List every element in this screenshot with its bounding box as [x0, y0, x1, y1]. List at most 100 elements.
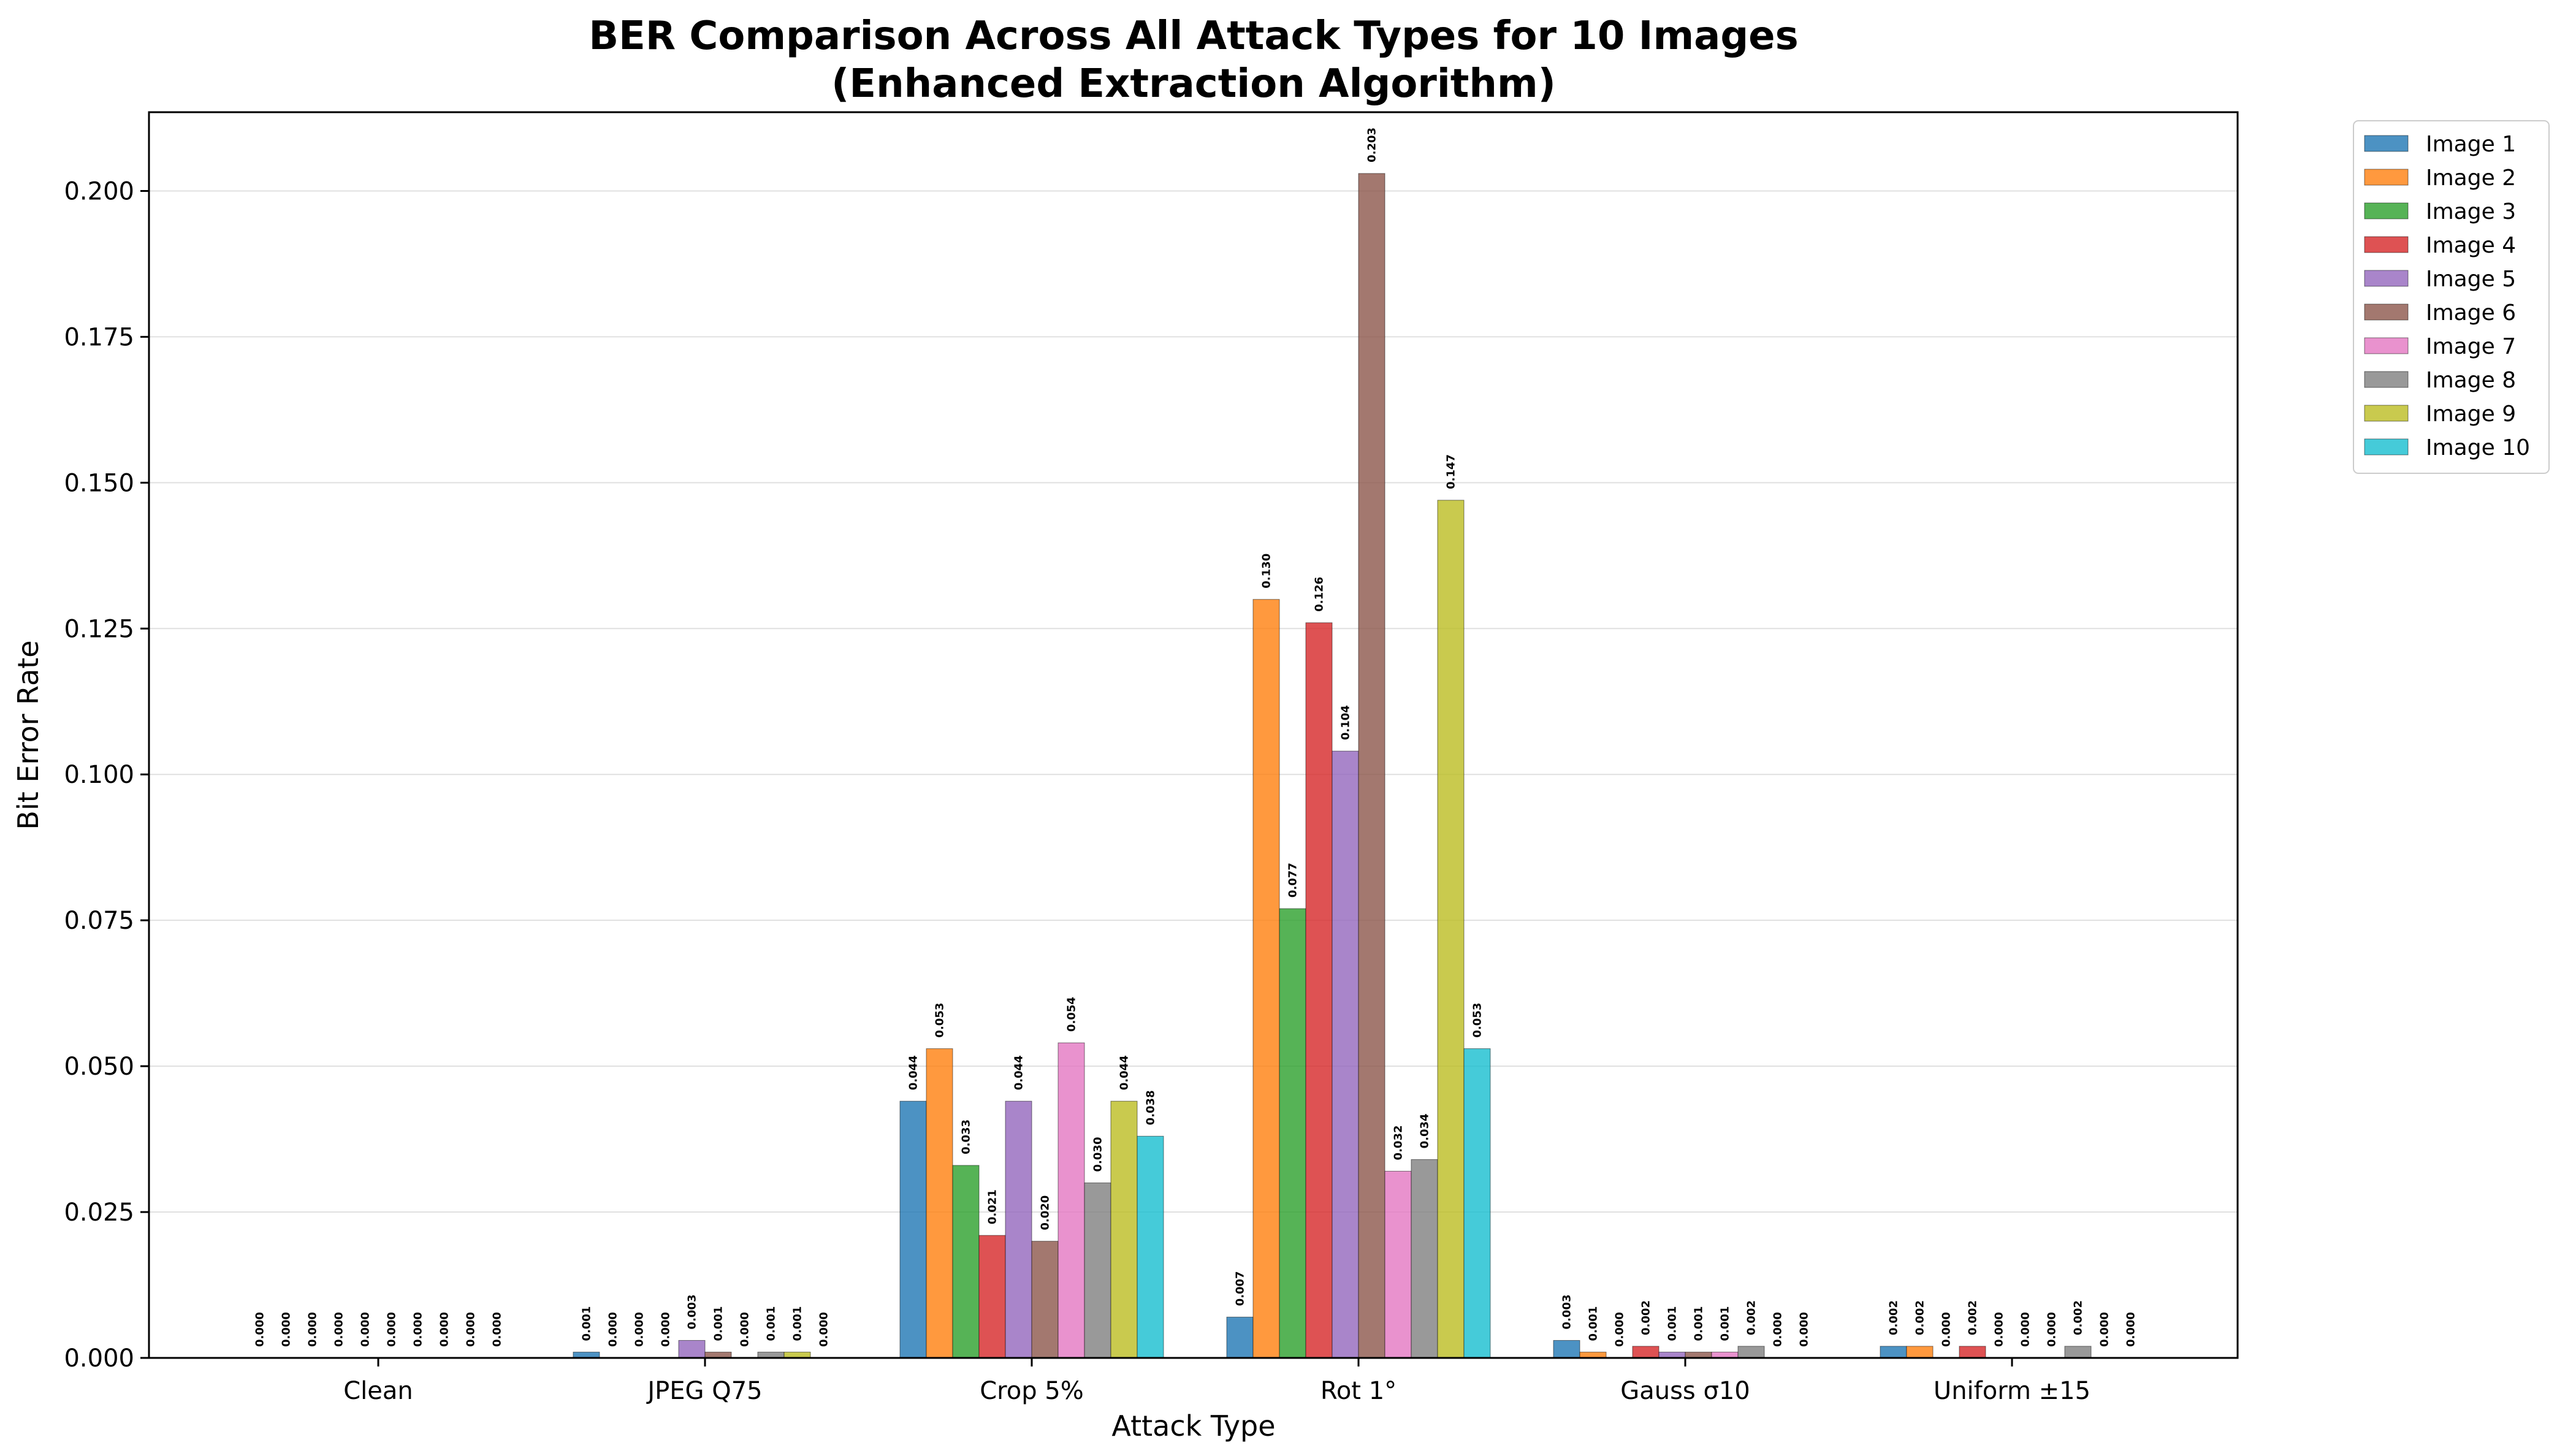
bar: [1880, 1346, 1907, 1359]
bar-value-label: 0.034: [1419, 1113, 1431, 1148]
y-tick-label: 0.175: [64, 323, 134, 351]
legend-label: Image 3: [2426, 199, 2516, 224]
bar-value-label: 0.104: [1339, 705, 1352, 740]
bar-value-label: 0.000: [307, 1312, 319, 1347]
bar: [1005, 1100, 1032, 1359]
bar-value-label: 0.000: [2046, 1312, 2059, 1347]
bar-value-label: 0.000: [739, 1312, 752, 1347]
legend-label: Image 4: [2426, 233, 2516, 258]
bar-value-label: 0.000: [386, 1312, 398, 1347]
x-axis-label: Attack Type: [1111, 1409, 1275, 1443]
bar-value-label: 0.054: [1065, 997, 1078, 1032]
legend-label: Image 9: [2426, 402, 2516, 427]
bar: [1906, 1346, 1934, 1359]
legend-label: Image 6: [2426, 300, 2516, 326]
bar-value-label: 0.000: [660, 1312, 673, 1347]
bar-value-label: 0.077: [1287, 863, 1300, 898]
bar: [1463, 1048, 1491, 1359]
bar-value-label: 0.000: [438, 1312, 451, 1347]
legend-label: Image 8: [2426, 368, 2516, 393]
gridlines: [149, 190, 2238, 1359]
bar-value-label: 0.000: [607, 1312, 620, 1347]
bar: [2064, 1346, 2092, 1359]
y-tick-label: 0.125: [64, 615, 134, 643]
bar-value-label: 0.000: [633, 1312, 646, 1347]
bar-value-label: 0.001: [1666, 1306, 1679, 1341]
bar: [926, 1048, 953, 1359]
legend-swatch: [2364, 135, 2409, 152]
bar-value-label: 0.000: [1798, 1312, 1811, 1347]
legend-swatch: [2364, 303, 2409, 321]
x-tick-label: Clean: [343, 1377, 413, 1405]
bar: [1384, 1170, 1412, 1359]
bar-value-label: 0.020: [1039, 1195, 1052, 1230]
y-axis-label: Bit Error Rate: [12, 640, 45, 829]
legend-swatch: [2364, 438, 2409, 455]
chart-subtitle: (Enhanced Extraction Algorithm): [831, 61, 1556, 107]
bar-value-label: 0.001: [791, 1306, 804, 1341]
bar-value-label: 0.000: [1614, 1312, 1626, 1347]
bar-value-label: 0.000: [818, 1312, 831, 1347]
x-tick-label: Rot 1°: [1320, 1377, 1397, 1405]
bar-value-label: 0.002: [1640, 1300, 1653, 1335]
legend-swatch: [2364, 371, 2409, 388]
bar-value-label: 0.044: [1013, 1055, 1026, 1090]
bar: [1137, 1135, 1164, 1359]
bar: [1110, 1100, 1138, 1359]
legend-label: Image 1: [2426, 132, 2516, 157]
y-tick-label: 0.075: [64, 907, 134, 935]
legend-label: Image 5: [2426, 267, 2516, 292]
bar-value-label: 0.002: [1888, 1300, 1900, 1335]
legend-label: Image 7: [2426, 334, 2516, 359]
bar: [1959, 1346, 1986, 1359]
bar-value-label: 0.003: [686, 1295, 699, 1330]
bar-value-label: 0.147: [1445, 454, 1458, 489]
bar: [1437, 500, 1465, 1359]
bar-value-label: 0.000: [465, 1312, 478, 1347]
bar-value-label: 0.000: [2019, 1312, 2032, 1347]
bar-value-label: 0.000: [280, 1312, 293, 1347]
bar: [1632, 1346, 1660, 1359]
bar-value-label: 0.000: [1772, 1312, 1785, 1347]
bar: [1031, 1241, 1059, 1359]
bar-value-label: 0.001: [1587, 1306, 1600, 1341]
bar: [678, 1340, 706, 1359]
x-axis-ticks: Clean JPEG Q75 Crop 5% Rot 1° Gauss σ10 Unifo…: [343, 1358, 2090, 1405]
bars: [573, 173, 2092, 1359]
bar-value-label: 0.003: [1561, 1295, 1574, 1330]
bar-value-label: 0.001: [1719, 1306, 1732, 1341]
y-tick-label: 0.000: [64, 1344, 134, 1373]
bar: [1358, 173, 1385, 1359]
bar-value-label: 0.002: [2072, 1300, 2085, 1335]
bar: [978, 1235, 1006, 1359]
bar-value-label: 0.000: [412, 1312, 425, 1347]
legend-swatch: [2364, 236, 2409, 253]
bar-value-label: 0.021: [986, 1189, 999, 1224]
bar-value-label: 0.126: [1313, 577, 1326, 612]
bar-value-label: 0.000: [491, 1312, 504, 1347]
legend-swatch: [2364, 169, 2409, 186]
legend-swatch: [2364, 270, 2409, 287]
y-tick-label: 0.050: [64, 1053, 134, 1081]
bar-value-label: 0.002: [1967, 1300, 1980, 1335]
bar: [1332, 750, 1359, 1359]
bar-value-label: 0.130: [1260, 554, 1273, 589]
legend-swatch: [2364, 202, 2409, 219]
bar-value-label: 0.001: [581, 1306, 593, 1341]
x-tick-label: Crop 5%: [980, 1377, 1084, 1405]
legend: Image 1 Image 2 Image 3 Image 4 Image 5 Image…: [2353, 120, 2550, 474]
bar-value-label: 0.000: [359, 1312, 372, 1347]
bar-value-label: 0.053: [1471, 1003, 1484, 1038]
bar: [1305, 622, 1333, 1359]
bar-value-label: 0.203: [1366, 128, 1379, 162]
bar-value-label: 0.007: [1234, 1271, 1247, 1306]
bar-value-label: 0.000: [1940, 1312, 1953, 1347]
bar: [1411, 1159, 1438, 1359]
bar: [1279, 908, 1306, 1359]
bar-value-label: 0.053: [934, 1003, 947, 1038]
bar-value-labels: 0.000 0.000 0.000 0.000 0.000 0.000 0.000 0.000…: [254, 128, 2138, 1347]
bar: [1057, 1042, 1085, 1359]
legend-label: Image 10: [2426, 435, 2530, 460]
bar-value-label: 0.001: [712, 1306, 725, 1341]
